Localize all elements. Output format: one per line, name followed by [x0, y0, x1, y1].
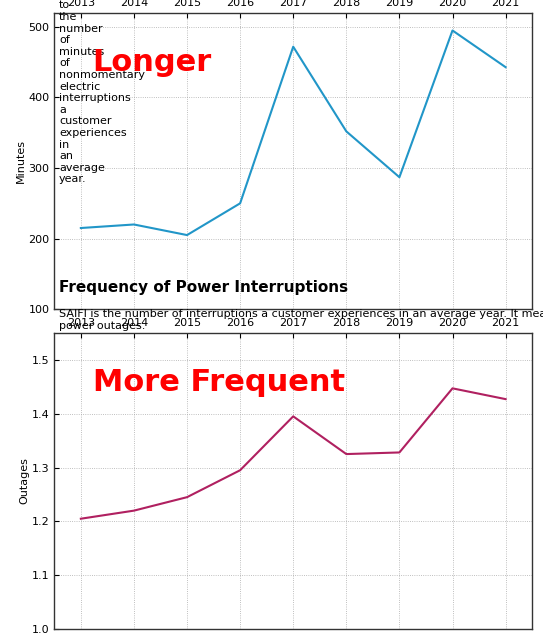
- Text: Frequency of Power Interruptions: Frequency of Power Interruptions: [59, 279, 348, 295]
- Text: SAIDI refers to the number of minutes of nonmomentary electric interruptions a c: SAIDI refers to the number of minutes of…: [59, 0, 145, 184]
- Y-axis label: Minutes: Minutes: [16, 139, 26, 183]
- Text: SAIFI is the number of interruptions a customer experiences in an average year. : SAIFI is the number of interruptions a c…: [59, 309, 543, 331]
- Y-axis label: Outages: Outages: [19, 458, 29, 505]
- Text: More Frequent: More Frequent: [92, 369, 345, 397]
- Text: Longer: Longer: [92, 48, 212, 78]
